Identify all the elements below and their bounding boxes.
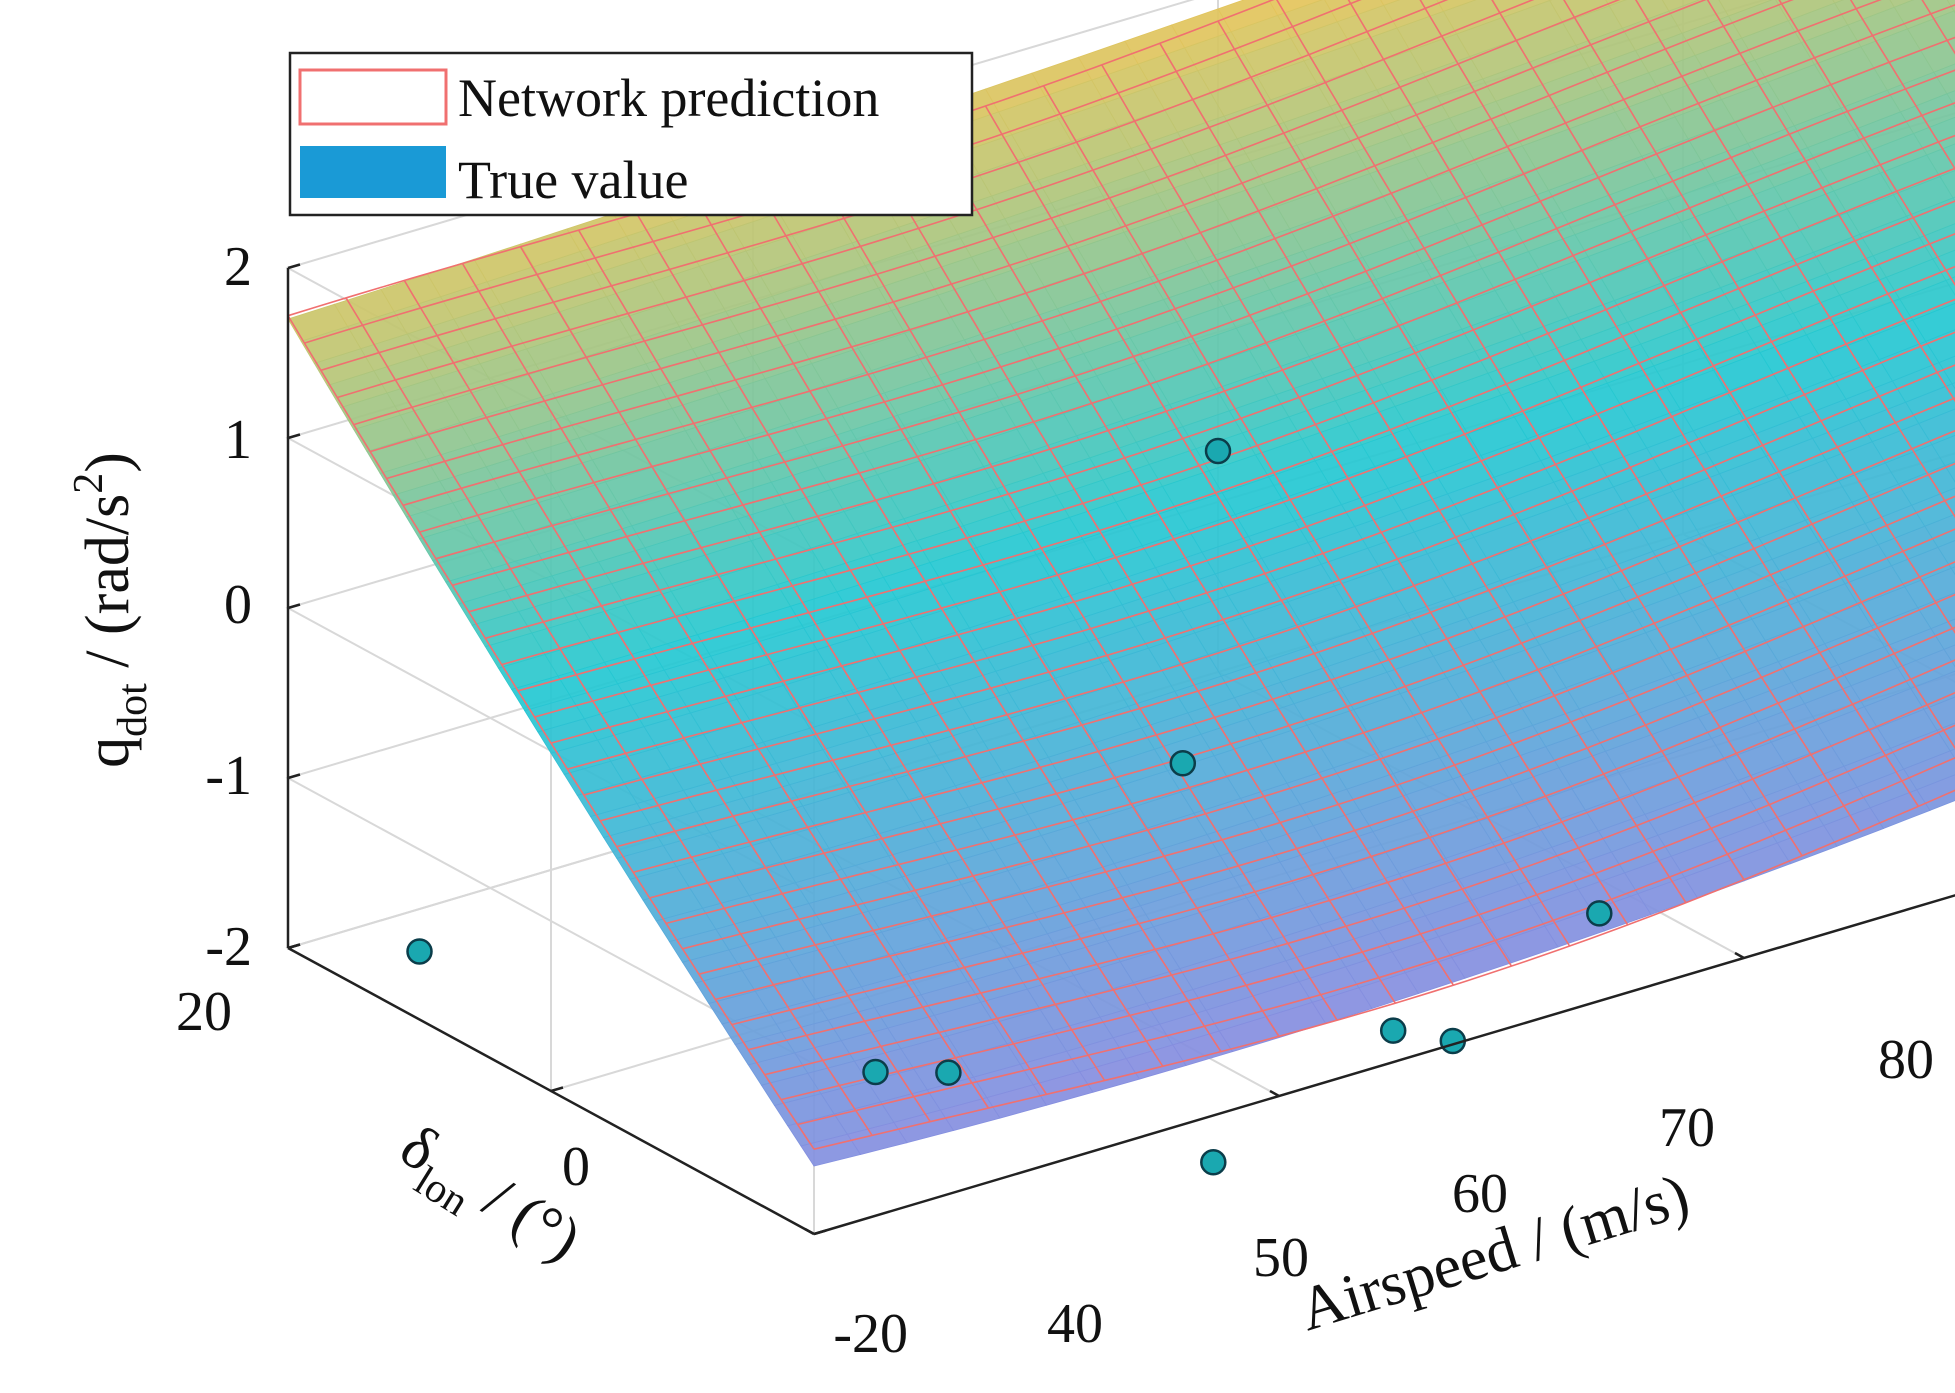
y-tick-label: -20 [833, 1303, 908, 1365]
sample-point [1206, 439, 1230, 463]
z-tick-label: 0 [224, 574, 252, 636]
z-tick [288, 775, 300, 779]
y-tick-label: 20 [176, 981, 232, 1043]
svg-text:δlon / (°): δlon / (°) [382, 1112, 593, 1286]
sample-point [408, 940, 432, 964]
sample-point [1171, 751, 1195, 775]
z-tick-label: 2 [224, 236, 252, 298]
z-tick-label: -2 [205, 916, 252, 978]
x-tick-labels: 40 50 60 70 80 [1047, 1029, 1934, 1355]
sample-point [1201, 1150, 1225, 1174]
z-tick-label: -1 [205, 745, 252, 807]
x-tick [1735, 953, 1744, 958]
z-tick-labels: 2 1 0 -1 -2 [205, 236, 252, 978]
z-axis-label-sub: dot [110, 683, 156, 737]
legend-label-true-value: True value [458, 150, 688, 210]
sample-point [936, 1061, 960, 1085]
z-tick [288, 435, 300, 439]
z-axis-label-main: q [74, 737, 142, 768]
sample-point [864, 1060, 888, 1084]
y-tick [551, 1088, 563, 1092]
z-axis-label: qdot / (rad/s2) [66, 452, 156, 768]
x-tick-label: 40 [1047, 1293, 1103, 1355]
legend: Network prediction True value [290, 53, 972, 215]
z-axis-label-rest: / (rad/s [74, 494, 142, 683]
sample-point [1587, 901, 1611, 925]
y-tick-label: 0 [562, 1136, 590, 1198]
z-tick [288, 605, 300, 609]
x-tick [805, 1229, 814, 1234]
sample-point [1381, 1019, 1405, 1043]
legend-label-network-prediction: Network prediction [458, 68, 879, 128]
z-tick [288, 265, 300, 269]
legend-surface-swatch [300, 146, 446, 198]
z-axis-label-sup: 2 [66, 473, 112, 494]
x-tick [1270, 1091, 1279, 1096]
x-tick-label: 80 [1878, 1029, 1934, 1091]
z-tick-label: 1 [224, 409, 252, 471]
y-axis-label: δlon / (°) [382, 1112, 593, 1286]
y-tick [288, 945, 300, 949]
legend-mesh-swatch [300, 70, 446, 124]
svg-text:qdot / (rad/s2): qdot / (rad/s2) [66, 452, 156, 768]
x-tick-label: 70 [1659, 1097, 1715, 1159]
z-axis-label-close: ) [74, 452, 142, 473]
